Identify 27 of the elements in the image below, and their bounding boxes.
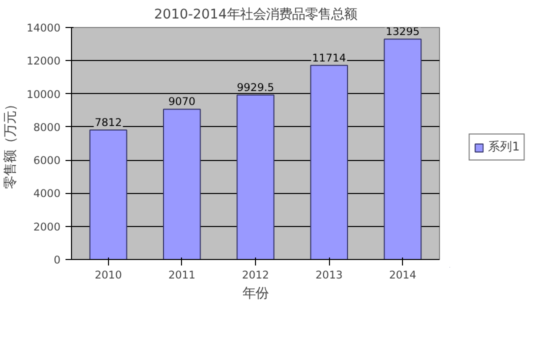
data-label: 7812 xyxy=(94,116,122,130)
x-tick-label: 2011 xyxy=(168,268,196,282)
y-tick-label: 12000 xyxy=(26,54,61,68)
bar xyxy=(384,38,422,260)
bar xyxy=(163,108,201,260)
y-tick-label: 10000 xyxy=(26,88,61,101)
x-tick-label: 2010 xyxy=(94,268,122,282)
chart-title: 2010-2014年社会消费品零售总额 xyxy=(154,8,357,22)
y-tick-label: 14000 xyxy=(26,22,61,34)
x-axis-title: 年份 xyxy=(242,286,268,302)
y-tick-label: 2000 xyxy=(33,220,61,234)
bar xyxy=(89,130,128,260)
data-label: 13295 xyxy=(386,25,420,38)
bar xyxy=(310,64,348,260)
y-tick-label: 4000 xyxy=(33,187,61,200)
data-label: 9070 xyxy=(168,95,196,108)
y-tick-label: 6000 xyxy=(33,154,61,168)
y-tick-label: 0 xyxy=(54,254,61,266)
x-tick-label: 2012 xyxy=(242,268,270,282)
x-tick-label: 2014 xyxy=(389,268,416,282)
bar xyxy=(236,94,274,260)
data-label: 9929.5 xyxy=(236,80,274,94)
y-tick-label: 8000 xyxy=(33,120,61,134)
data-label: 11714 xyxy=(312,51,346,64)
y-axis-title: 零售额（万元） xyxy=(4,98,19,189)
legend-label: 系列1 xyxy=(488,138,520,156)
x-tick-label: 2013 xyxy=(316,268,343,282)
